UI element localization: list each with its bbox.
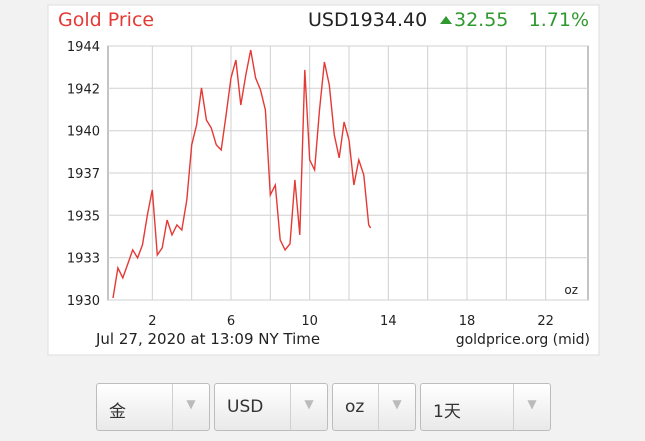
y-tick-label: 1944 bbox=[67, 40, 100, 55]
dropdown[interactable]: USD ▼ bbox=[214, 383, 328, 431]
unit: oz bbox=[564, 283, 578, 297]
dropdown-arrow: ▼ bbox=[290, 384, 327, 430]
price: USD1934.40 bbox=[308, 9, 427, 31]
change-percent: 1.71% bbox=[529, 9, 589, 31]
change: 32.55 bbox=[454, 9, 508, 31]
dropdown-arrow: ▼ bbox=[513, 384, 550, 430]
dropdown-label: USD bbox=[227, 397, 264, 417]
dropdown-arrow: ▼ bbox=[172, 384, 209, 430]
dropdown[interactable]: 1天 ▼ bbox=[420, 383, 551, 431]
dropdown[interactable]: oz ▼ bbox=[332, 383, 416, 431]
y-tick-label: 1940 bbox=[67, 125, 100, 140]
price-line bbox=[112, 49, 372, 299]
y-tick-label: 1942 bbox=[67, 82, 100, 97]
dropdown-label: 1天 bbox=[433, 402, 461, 422]
y-tick-label: 1933 bbox=[67, 252, 100, 267]
dropdown[interactable]: 金 ▼ bbox=[96, 383, 210, 431]
x-tick-label: 18 bbox=[459, 314, 476, 329]
up-arrow bbox=[440, 16, 452, 24]
chart-title: Gold Price bbox=[58, 9, 154, 31]
date-line: Jul 27, 2020 at 13:09 NY Time bbox=[95, 330, 320, 348]
dropdown-label: oz bbox=[345, 397, 365, 417]
x-tick-label: 22 bbox=[537, 314, 554, 329]
y-tick-label: 1937 bbox=[67, 167, 100, 182]
chart: Gold Price USD1934.40 32.55 1.71% oz Jul… bbox=[47, 4, 600, 356]
source: goldprice.org (mid) bbox=[456, 332, 590, 348]
y-tick-label: 1935 bbox=[67, 209, 100, 224]
dropdown-label: 金 bbox=[109, 402, 126, 422]
x-tick-label: 2 bbox=[148, 314, 156, 329]
x-tick-label: 14 bbox=[380, 314, 397, 329]
dropdown-arrow: ▼ bbox=[378, 384, 415, 430]
y-tick-label: 1930 bbox=[67, 294, 100, 309]
x-tick-label: 10 bbox=[301, 314, 318, 329]
x-tick-label: 6 bbox=[227, 314, 235, 329]
